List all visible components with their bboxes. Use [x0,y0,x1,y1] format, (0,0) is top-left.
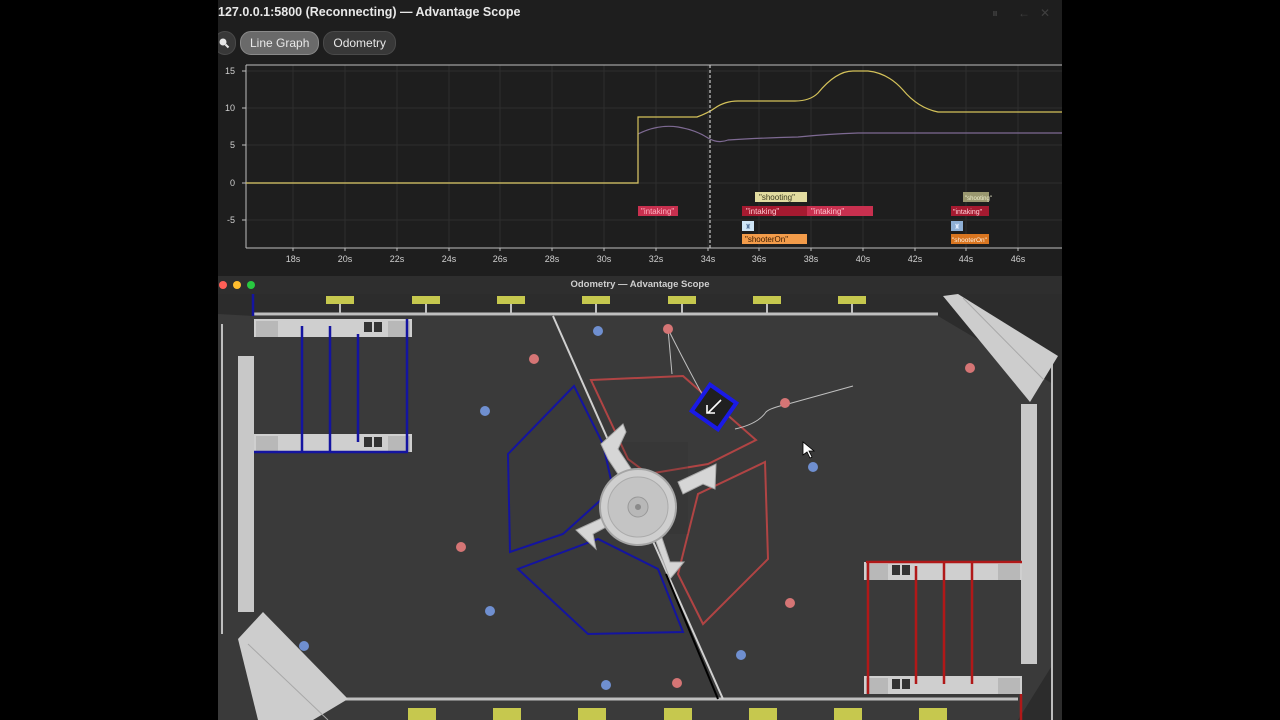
tab-search[interactable] [218,31,236,55]
svg-text:42s: 42s [908,254,923,264]
driver-station-markers-bottom [408,708,947,720]
red-zone-lower [676,460,770,626]
corner-ramp-bottom-left [238,612,348,720]
line-graph[interactable]: 15 10 5 0 -5 18s 20s 22s 24s 26s 28s 30s… [218,60,1062,270]
red-alliance-structure [864,560,1023,720]
line-graph-panel[interactable]: 15 10 5 0 -5 18s 20s 22s 24s 26s 28s 30s… [218,60,1062,270]
blue-zone-lower [516,537,685,636]
svg-text:♜: ♜ [745,223,751,231]
svg-text:46s: 46s [1011,254,1026,264]
series-purple [246,125,1062,184]
svg-text:22s: 22s [390,254,405,264]
svg-text:"intaking": "intaking" [953,209,983,216]
event-markers: "intaking" "shooting" "intaking" "intaki… [638,192,992,244]
back-arrow-icon[interactable]: ← [1018,6,1030,20]
svg-text:34s: 34s [701,254,716,264]
tab-odometry[interactable]: Odometry [323,31,397,55]
svg-text:36s: 36s [752,254,767,264]
blue-alliance-structure [251,294,412,454]
corner-ramp-top-right [943,294,1058,402]
title-bar: 127.0.0.1:5800 (Reconnecting) — Advantag… [218,0,1062,26]
svg-text:20s: 20s [338,254,353,264]
svg-text:"shooterOn": "shooterOn" [952,237,988,244]
close-button[interactable] [219,281,227,289]
robot-icon [742,221,754,231]
svg-text:44s: 44s [959,254,974,264]
svg-text:"intaking": "intaking" [641,207,674,216]
tab-line-graph[interactable]: Line Graph [240,31,320,55]
x-axis-ticks: 18s 20s 22s 24s 26s 28s 30s 32s 34s 36s … [286,254,1026,264]
svg-text:"shooterOn": "shooterOn" [745,235,788,244]
svg-text:"intaking": "intaking" [811,207,844,216]
arrow-down-left-icon [706,405,715,414]
svg-text:"shooting": "shooting" [759,193,795,202]
svg-text:26s: 26s [493,254,508,264]
odometry-window: Odometry — Advantage Scope [218,276,1062,720]
svg-text:10: 10 [225,103,235,113]
odometry-title-bar: Odometry — Advantage Scope [218,276,1062,295]
advantage-scope-window: 127.0.0.1:5800 (Reconnecting) — Advantag… [218,0,1062,720]
minimize-button[interactable] [233,281,241,289]
mouse-cursor [802,441,816,459]
search-icon [219,38,230,49]
tab-bar: Line Graph Odometry [218,31,397,55]
svg-text:-5: -5 [227,215,235,225]
svg-text:♜: ♜ [954,223,960,231]
svg-text:40s: 40s [856,254,871,264]
zoom-button[interactable] [247,281,255,289]
svg-text:"intaking": "intaking" [746,207,779,216]
svg-text:15: 15 [225,66,235,76]
odometry-window-title: Odometry — Advantage Scope [570,279,710,290]
robot-pose[interactable] [688,381,740,433]
close-icon[interactable]: ✕ [1040,6,1051,20]
svg-text:30s: 30s [597,254,612,264]
field-render[interactable] [218,294,1062,720]
svg-text:32s: 32s [649,254,664,264]
svg-text:"shooting": "shooting" [965,196,992,202]
field-view[interactable] [218,294,1062,720]
driver-station-markers-top [326,296,866,304]
red-zone-upper [589,374,758,476]
robot-icon [951,221,963,231]
svg-text:18s: 18s [286,254,301,264]
series-yellow [246,70,1062,184]
pause-icon[interactable]: ⏸ [992,6,999,20]
fuel-balls [299,324,975,690]
central-hub [575,423,717,580]
svg-text:28s: 28s [545,254,560,264]
svg-text:24s: 24s [442,254,457,264]
window-title: 127.0.0.1:5800 (Reconnecting) — Advantag… [218,5,521,19]
svg-text:5: 5 [230,140,235,150]
svg-text:0: 0 [230,178,235,188]
svg-text:38s: 38s [804,254,819,264]
y-axis-ticks: 15 10 5 0 -5 [225,66,235,225]
